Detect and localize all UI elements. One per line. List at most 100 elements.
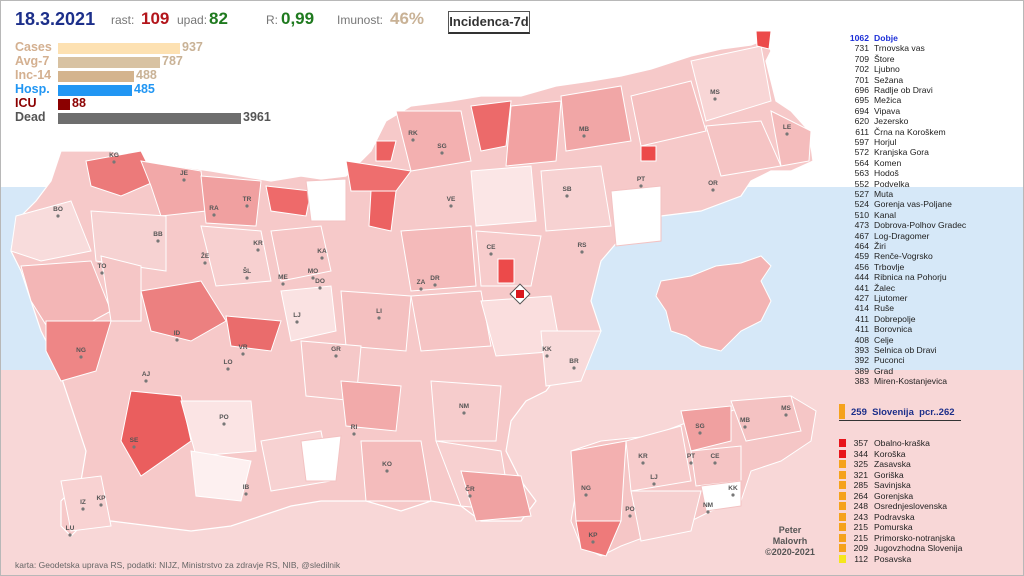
ranking-row: 411 Borovnica xyxy=(839,324,912,334)
municipality-dot xyxy=(100,271,104,275)
region-dot xyxy=(706,510,710,514)
region-code: NG xyxy=(581,485,591,492)
ranking-value: 709 xyxy=(854,53,869,64)
municipality-code: ŠL xyxy=(243,266,251,275)
municipality-dot xyxy=(244,492,248,496)
ranking-name: Dobrova-Polhov Gradec xyxy=(874,220,967,231)
municipality-code: AJ xyxy=(142,371,151,378)
region-swatch xyxy=(839,449,846,458)
region-code: SG xyxy=(695,423,704,430)
region-name: Jugovzhodna Slovenija xyxy=(874,543,963,553)
region-value: 321 xyxy=(853,469,868,480)
region-value: 248 xyxy=(853,501,868,511)
ranking-name: Ruše xyxy=(874,303,895,314)
municipality-dot xyxy=(711,188,715,192)
municipality-dot xyxy=(468,494,472,498)
ranking-name: Črna na Koroškem xyxy=(874,126,946,137)
municipality-dot xyxy=(226,367,230,371)
stat-value-hosp: 485 xyxy=(134,82,155,96)
ranking-name: Mežica xyxy=(874,95,902,106)
ranking-row: 1062 Dobje xyxy=(839,33,898,43)
tab-incidenca-7d[interactable]: Incidenca-7d xyxy=(448,11,530,34)
municipality-code: DO xyxy=(315,278,325,285)
region-row: 215 Primorsko-notranjska xyxy=(839,533,955,543)
ranking-row: 427 Ljutomer xyxy=(839,293,908,303)
ranking-value: 552 xyxy=(854,178,869,189)
stat-label-inc14: Inc-14 xyxy=(15,68,52,82)
stat-bar-icu xyxy=(58,99,70,110)
ranking-value: 456 xyxy=(854,261,869,272)
region-value: 209 xyxy=(853,543,868,553)
upad-value: 82 xyxy=(209,9,228,28)
municipality-dot xyxy=(132,445,136,449)
ranking-value: 444 xyxy=(854,272,869,283)
region-code: KP xyxy=(588,532,598,539)
municipality-dot xyxy=(281,282,285,286)
municipality-dot xyxy=(99,503,103,507)
imunost-value: 46% xyxy=(390,9,425,28)
ranking-value: 572 xyxy=(854,147,869,158)
region-swatch xyxy=(839,523,846,531)
stat-bar-dead xyxy=(58,113,241,124)
region-swatch xyxy=(839,481,846,489)
ranking-row: 441 Žalec xyxy=(839,283,895,293)
region-name: Primorsko-notranjska xyxy=(874,532,956,543)
municipality-code: OR xyxy=(708,180,718,187)
municipality-code: VR xyxy=(238,344,247,351)
ranking-name: Komen xyxy=(874,157,902,168)
ranking-value: 464 xyxy=(854,241,869,251)
region-row: 209 Jugovzhodna Slovenija xyxy=(839,543,962,553)
municipality-dot xyxy=(785,132,789,136)
region-swatch xyxy=(839,554,846,563)
imunost-label: Imunost: xyxy=(337,13,384,27)
ranking-row: 564 Komen xyxy=(839,157,902,168)
ranking-name: Gorenja vas-Poljane xyxy=(874,199,952,210)
ranking-row: 694 Vipava xyxy=(839,106,900,116)
municipality-code: BB xyxy=(153,231,163,238)
municipality-code: MO xyxy=(308,268,318,275)
ranking-name: Podvelka xyxy=(874,178,910,189)
municipality-code: LI xyxy=(376,308,382,315)
ranking-row: 408 Celje xyxy=(839,335,894,345)
municipality-code: TR xyxy=(243,196,252,203)
municipality-code: VE xyxy=(447,196,456,203)
region-row: 264 Gorenjska xyxy=(839,491,913,501)
municipality-dot xyxy=(545,354,549,358)
highlight-marker xyxy=(509,283,531,305)
municipality-dot xyxy=(318,286,322,290)
ranking-row: 702 Ljubno xyxy=(839,64,900,74)
stat-bar-inc14 xyxy=(58,71,134,82)
ranking-row: 527 Muta xyxy=(839,189,893,199)
municipality-code: SE xyxy=(130,437,139,444)
ranking-row: 411 Dobrepolje xyxy=(839,314,915,324)
municipality-dot xyxy=(245,276,249,280)
municipality-code: TO xyxy=(98,263,107,270)
ranking-row: 524 Gorenja vas-Poljane xyxy=(839,199,952,209)
region-dot xyxy=(689,461,693,465)
ranking-name: Dobje xyxy=(874,33,898,43)
ranking-row: 552 Podvelka xyxy=(839,178,910,189)
municipalities xyxy=(10,30,814,537)
municipality-dot xyxy=(144,379,148,383)
stat-value-cases: 937 xyxy=(182,40,203,54)
ranking-row: 701 Sežana xyxy=(839,75,904,85)
ranking-value: 694 xyxy=(854,105,869,116)
municipality-dot xyxy=(449,204,453,208)
ranking-name: Kranjska Gora xyxy=(874,147,929,158)
municipality-dot xyxy=(175,338,179,342)
ranking-value: 389 xyxy=(854,365,869,376)
stat-value-inc14: 488 xyxy=(136,68,157,82)
municipality-code: LE xyxy=(783,124,792,131)
region-value: 285 xyxy=(853,480,868,490)
municipality-dot xyxy=(222,422,226,426)
ranking-value: 564 xyxy=(854,157,869,168)
ranking-value: 473 xyxy=(854,220,869,231)
ranking-name: Renče-Vogrsko xyxy=(874,251,933,262)
ranking-row: 456 Trbovlje xyxy=(839,261,905,272)
region-swatch xyxy=(839,439,846,447)
region-swatch xyxy=(839,533,846,542)
ranking-row: 444 Ribnica na Pohorju xyxy=(839,272,947,282)
stat-bar-cases xyxy=(58,43,180,54)
